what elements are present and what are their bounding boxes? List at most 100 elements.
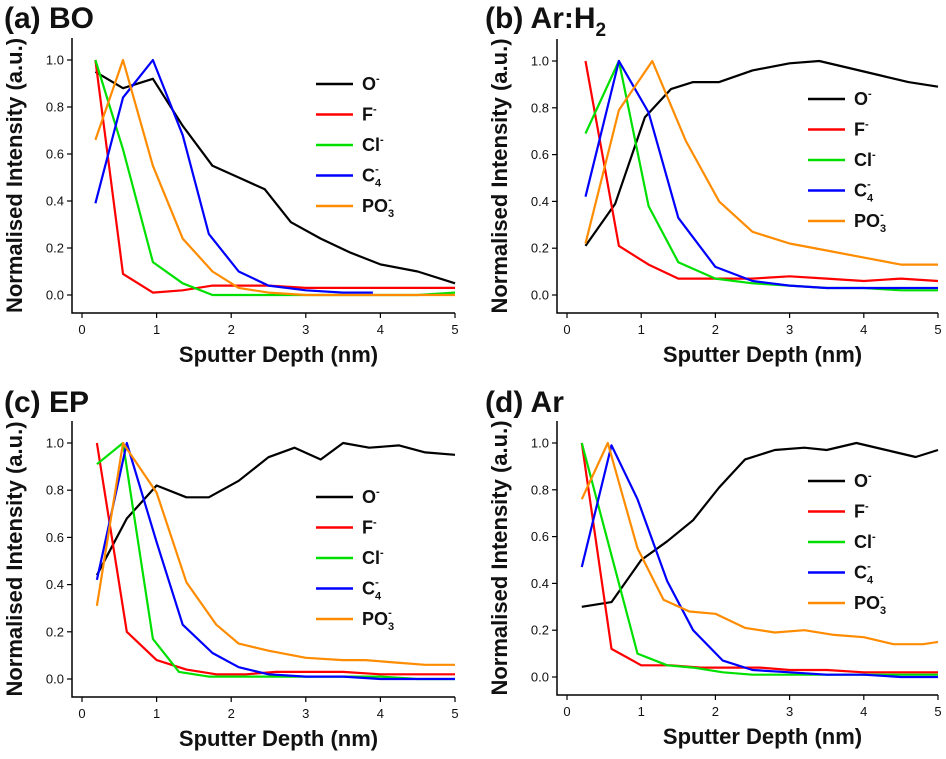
legend-label-name: C [854,563,867,583]
y-tick-label: 0.2 [46,624,64,639]
legend-label-superscript: - [373,104,377,116]
panel-label-subscript: 2 [596,20,607,41]
legend-label-subscript: 3 [388,621,394,633]
x-tick-label: 2 [228,322,235,337]
x-tick-label: 2 [228,706,235,721]
y-tick-label: 0.8 [46,483,64,498]
y-tick-label: 0.4 [531,194,549,209]
y-tick-label: 0.4 [46,194,64,209]
legend: O-F-Cl-C4-PO3- [316,486,394,633]
legend-label-superscript: - [867,561,871,573]
y-tick-label: 1.0 [531,436,549,451]
panel-label-main: (b) Ar:H [485,2,596,35]
y-tick-label: 0.6 [531,529,549,544]
y-axis-label: Normalised Intensity (a.u.) [2,421,27,696]
y-tick-label: 0.8 [46,100,64,115]
x-tick-label: 4 [860,704,867,719]
panel-label: (d) Ar [485,386,564,419]
legend-label-name: O [362,487,376,507]
legend-label: F- [362,517,377,538]
legend-label-subscript: 4 [867,193,874,205]
panel-label-main: (c) EP [4,386,89,419]
y-axis-label: Normalised Intensity (a.u.) [2,38,27,313]
x-tick-label: 4 [377,322,384,337]
x-tick-label: 0 [563,322,570,337]
legend-label: PO3 - [362,607,394,633]
y-tick-label: 0.6 [46,147,64,162]
y-tick-label: 1.0 [46,436,64,451]
legend-label-superscript: - [867,179,871,191]
legend-label-name: Cl [854,150,872,170]
legend-label-subscript: 4 [375,591,382,603]
legend-label: O- [362,73,380,94]
legend-label: F- [854,501,869,522]
legend-label-name: C [362,166,375,186]
y-tick-label: 0.0 [46,288,64,303]
series-line-po3 [580,441,939,646]
y-tick-label: 0.0 [531,288,549,303]
legend-label: O- [362,486,380,507]
legend-label: F- [362,104,377,125]
legend-label: C4 - [362,164,382,190]
x-tick-label: 5 [451,322,458,337]
series-line-o [95,441,456,576]
axes-frame [71,421,455,698]
series-line-f [580,442,938,674]
y-tick-label: 0.2 [531,623,549,638]
x-tick-label: 3 [786,322,793,337]
legend-label-superscript: - [872,531,876,543]
series-line-cl [96,441,455,681]
legend-label-name: Cl [362,135,380,155]
y-tick-label: 1.0 [46,53,64,68]
x-tick-label: 4 [860,322,867,337]
y-tick-label: 1.0 [531,54,549,69]
legend-label: O- [854,88,872,109]
legend-label-subscript: 3 [388,208,394,220]
legend-label-superscript: - [375,577,379,589]
legend-label-name: O [854,471,868,491]
legend-label: F- [854,119,869,140]
legend-label: C4 - [854,179,874,205]
panel-1: (b) Ar:H20.00.20.40.60.81.00 1 2 3 4 5Sputter… [485,2,942,367]
x-tick-label: 5 [934,322,941,337]
legend-label-name: PO [854,211,880,231]
panel-0: (a) BO 0.0 0.2 0.4 0.6 0.8 1.0 0 1 2 3 4 5 Sputter De… [2,2,459,367]
x-tick-label: 1 [638,322,645,337]
axes-frame [71,38,455,314]
legend-label-superscript: - [868,470,872,482]
legend-label-name: F [362,518,373,538]
x-tick-label: 2 [712,704,719,719]
legend-label-superscript: - [380,134,384,146]
legend-label-name: C [362,579,375,599]
x-tick-label: 0 [78,322,85,337]
legend-label-subscript: 3 [880,223,886,235]
legend-label-name: O [362,74,376,94]
x-tick-label: 3 [302,706,309,721]
legend-label-name: Cl [854,532,872,552]
x-axis-label: Sputter Depth (nm) [179,342,378,367]
legend-label: Cl- [362,547,384,568]
legend-label-superscript: - [375,164,379,176]
x-axis-label: Sputter Depth (nm) [663,724,862,749]
x-tick-label: 1 [153,706,160,721]
legend-label-superscript: - [388,194,392,206]
y-tick-label: 0.6 [46,530,64,545]
x-tick-label: 4 [377,706,384,721]
legend-label-superscript: - [373,517,377,529]
legend-label: PO3 - [854,591,886,617]
legend-label: Cl- [362,134,384,155]
series-line-po3 [94,58,455,297]
legend-label: Cl- [854,149,876,170]
series-line-c4 [94,58,373,294]
y-axis-label: Normalised Intensity (a.u.) [487,420,512,695]
legend-label-superscript: - [388,607,392,619]
legend-label-superscript: - [868,88,872,100]
legend-label: PO3 - [362,194,394,220]
x-axis-label: Sputter Depth (nm) [663,342,862,367]
y-axis-label: Normalised Intensity (a.u.) [487,38,512,313]
legend-label: Cl- [854,531,876,552]
legend-label: O- [854,470,872,491]
axes-frame [556,39,938,314]
x-tick-label: 1 [153,322,160,337]
